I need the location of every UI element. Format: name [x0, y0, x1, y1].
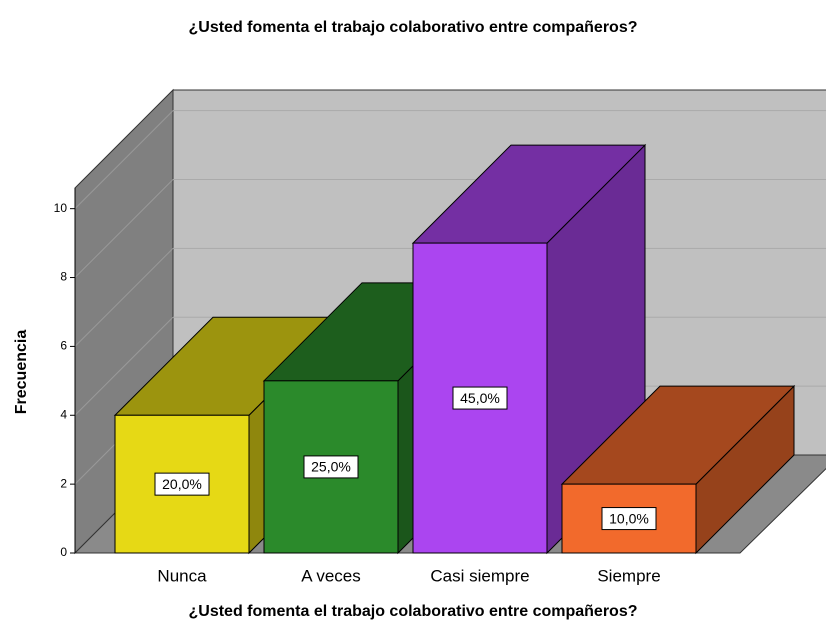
- grid-line: [74, 179, 174, 278]
- y-axis-label: Frecuencia: [13, 330, 30, 415]
- x-tick-label: Nunca: [157, 566, 207, 585]
- grid-line: [74, 248, 174, 347]
- y-tick-label: 10: [54, 201, 68, 215]
- grid-line: [74, 110, 174, 210]
- x-axis-label: ¿Usted fomenta el trabajo colaborativo e…: [189, 603, 638, 620]
- value-label-box: [303, 455, 359, 479]
- value-label-box: [601, 507, 657, 531]
- x-tick-label: Siempre: [597, 566, 660, 585]
- y-tick-label: 6: [60, 339, 67, 353]
- grid-line: [74, 316, 174, 416]
- x-tick-label: A veces: [301, 566, 361, 585]
- y-tick-label: 2: [60, 476, 67, 490]
- chart-title: ¿Usted fomenta el trabajo colaborativo e…: [189, 19, 638, 36]
- y-tick-label: 8: [60, 270, 67, 284]
- value-label-box: [154, 472, 210, 496]
- value-label: 25,0%: [311, 459, 351, 475]
- x-tick-label: Casi siempre: [430, 566, 529, 585]
- y-tick-label: 4: [60, 407, 67, 421]
- value-label: 45,0%: [460, 390, 500, 406]
- y-tick-label: 0: [60, 545, 67, 559]
- value-label-box: [452, 386, 508, 410]
- value-label: 10,0%: [609, 510, 649, 526]
- value-label: 20,0%: [162, 476, 202, 492]
